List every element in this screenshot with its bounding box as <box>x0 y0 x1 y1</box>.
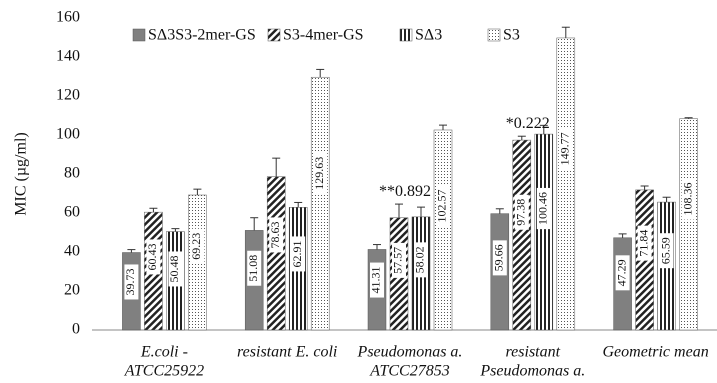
value-label: 102.57 <box>435 189 449 222</box>
value-label: 62.91 <box>290 240 304 267</box>
y-axis-label: MIC (µg/ml) <box>13 132 30 215</box>
y-tick-label: 160 <box>56 9 80 26</box>
bar <box>679 118 698 331</box>
error-bar <box>373 244 381 250</box>
y-tick-label: 60 <box>64 204 80 221</box>
value-label-bg <box>146 239 161 275</box>
y-tick-label: 0 <box>72 321 80 338</box>
value-label-bg <box>247 250 262 286</box>
bar <box>433 129 453 331</box>
value-label: 51.08 <box>246 255 260 282</box>
value-label-bg <box>168 251 183 287</box>
value-label: 97.38 <box>514 199 528 226</box>
error-bar <box>417 206 425 217</box>
value-label: 149.77 <box>558 132 572 165</box>
error-bar <box>439 124 447 130</box>
legend-swatch <box>399 28 413 42</box>
x-tick-label: ATCC27853 <box>369 363 449 380</box>
value-label: 41.31 <box>369 267 383 294</box>
value-label-bg <box>370 262 384 298</box>
value-label: 60.43 <box>145 243 159 270</box>
value-label-bg <box>291 236 306 272</box>
error-bar <box>149 207 158 213</box>
value-label: 69.23 <box>189 233 203 260</box>
legend-label: SΔ3 <box>415 27 442 44</box>
bar <box>310 76 330 331</box>
value-label-bg <box>615 255 630 291</box>
annotation: *0.222 <box>506 115 550 132</box>
x-tick-label: resistant E. coli <box>237 344 337 361</box>
error-bar <box>662 196 671 203</box>
value-label: 100.46 <box>536 192 550 225</box>
error-bar <box>127 249 136 253</box>
error-bar <box>517 135 526 141</box>
legend-swatch <box>487 28 501 42</box>
error-bar <box>684 117 693 119</box>
value-label-bg <box>514 194 529 230</box>
value-label-bg <box>558 128 573 170</box>
value-label-bg <box>536 187 551 230</box>
bar <box>512 139 532 331</box>
legend-swatch <box>267 28 281 42</box>
error-bar <box>539 124 548 135</box>
value-label: 57.57 <box>391 247 405 274</box>
error-bar <box>294 201 303 208</box>
y-tick-label: 40 <box>64 243 80 260</box>
value-label: 59.66 <box>492 244 506 271</box>
error-bar <box>561 26 570 38</box>
x-tick-label: resistant <box>506 344 561 361</box>
legend-label: S3-4mer-GS <box>283 27 364 44</box>
value-label: 78.63 <box>268 221 282 248</box>
annotation: **0.892 <box>379 183 431 200</box>
error-bar <box>495 208 504 214</box>
bar <box>534 133 554 331</box>
value-label-bg <box>637 225 652 261</box>
value-label-bg <box>436 185 450 227</box>
value-label-bg <box>681 178 696 220</box>
y-tick-label: 120 <box>56 87 80 104</box>
error-bar <box>250 217 259 231</box>
error-bar <box>316 68 325 78</box>
legend-label: S3 <box>503 27 520 44</box>
value-label-bg <box>414 242 428 278</box>
value-label-bg <box>269 217 284 253</box>
bar <box>556 37 576 331</box>
value-label: 129.63 <box>312 157 326 190</box>
value-label-bg <box>659 233 674 269</box>
value-label-bg <box>392 242 406 278</box>
value-label: 50.48 <box>167 255 181 282</box>
x-tick-label: Geometric mean <box>603 344 709 361</box>
x-tick-label: E.coli - <box>140 344 188 361</box>
error-bar <box>193 188 202 196</box>
error-bar <box>395 203 403 218</box>
error-bar <box>618 233 627 238</box>
error-bar <box>272 157 281 177</box>
value-label-bg <box>492 240 507 276</box>
value-label: 71.84 <box>636 230 650 257</box>
value-label-bg <box>190 228 205 264</box>
y-tick-label: 140 <box>56 48 80 65</box>
bar <box>266 176 286 331</box>
value-label: 108.36 <box>680 182 694 215</box>
value-label-bg <box>313 152 328 194</box>
y-tick-label: 100 <box>56 126 80 143</box>
value-label: 47.29 <box>614 259 628 286</box>
value-label: 65.59 <box>658 237 672 264</box>
x-tick-label: Pseudomonas a. <box>479 363 585 380</box>
y-tick-label: 20 <box>64 282 80 299</box>
value-label: 39.73 <box>123 268 137 295</box>
error-bar <box>640 185 649 190</box>
x-tick-label: ATCC25922 <box>124 363 204 380</box>
value-label-bg <box>124 264 139 300</box>
error-bar <box>171 228 180 232</box>
value-label: 58.02 <box>413 246 427 273</box>
legend-label: SΔ3S3-2mer-GS <box>148 27 256 44</box>
y-tick-label: 80 <box>64 165 80 182</box>
legend-swatch <box>132 28 146 42</box>
x-tick-label: Pseudomonas a. <box>357 344 463 361</box>
